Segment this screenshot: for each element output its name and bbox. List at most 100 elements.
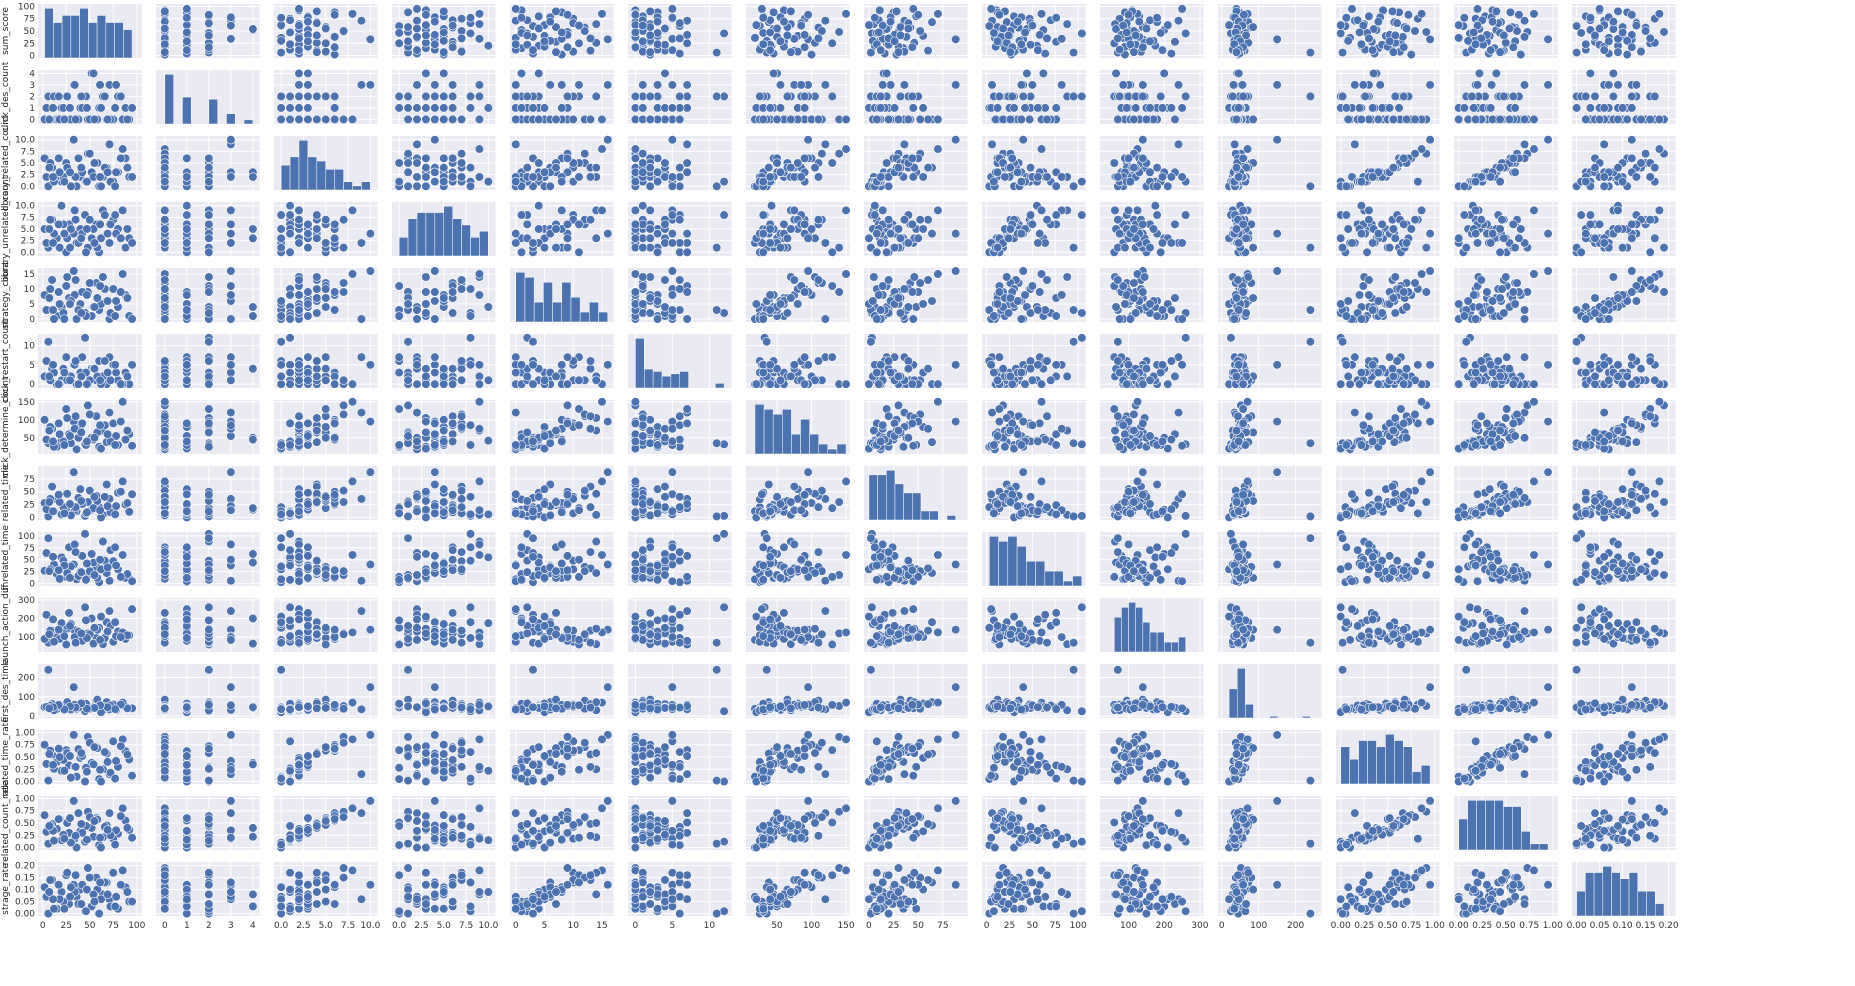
point-strategy_count-vs-related_time_rate-50 (1364, 275, 1374, 285)
hist-bar-click_des_count-0 (164, 74, 174, 125)
point-sum_score-vs-library_related_count-16 (321, 38, 331, 48)
point-click_des_count-vs-related_time_rate-52 (1356, 114, 1367, 125)
point-click_restart_count-vs-click_determine_count-53 (800, 379, 810, 389)
point-library_unrelated_count-vs-click_des_count-17 (182, 201, 192, 211)
point-click_des_count-vs-library_unrelated_count-6 (474, 91, 485, 102)
point-click_des_count-vs-related_time_rate-4 (1350, 80, 1360, 90)
point-sum_score-vs-library_related_count-44 (276, 13, 286, 23)
point-library_related_count-vs-related_time-4 (899, 139, 910, 149)
point-sum_score-vs-click_des_count-24 (226, 12, 236, 22)
point-sum_score-vs-strage_rate-53 (1627, 42, 1637, 52)
point-sum_score-vs-related_time_rate-53 (1399, 42, 1409, 52)
point-library_unrelated_count-vs-library_related_count-44 (276, 210, 286, 220)
point-library_unrelated_count-vs-related_count_rate-43 (1514, 233, 1524, 243)
point-library_related_count-vs-launch_action_diff-43 (1123, 153, 1134, 163)
point-strategy_count-vs-first_des_time-20 (1305, 305, 1316, 315)
point-strategy_count-vs-first_des_time-50 (1233, 275, 1243, 285)
point-sum_score-vs-click_determine_count-4 (820, 16, 830, 26)
point-click_des_count-vs-library_unrelated_count-7 (394, 103, 404, 113)
point-click_restart_count-vs-first_des_time-20 (1305, 337, 1316, 347)
point-click_des_count-vs-launch_action_diff-51 (1145, 103, 1155, 113)
point-strategy_count-vs-related_time-23 (933, 269, 943, 279)
point-library_related_count-vs-strategy_count-55 (551, 163, 561, 173)
point-click_restart_count-vs-strategy_count-14 (603, 360, 613, 370)
point-click_restart_count-vs-click_des_count-4 (226, 352, 236, 362)
point-click_des_count-vs-strage_rate-32 (1627, 103, 1637, 113)
hist-bar-sum_score-2 (61, 15, 72, 59)
point-library_unrelated_count-vs-click_restart_count-54 (667, 238, 677, 248)
point-strategy_count-vs-first_des_time-14 (1272, 266, 1282, 276)
point-click_restart_count-vs-click_des_count-26 (204, 356, 214, 366)
point-strategy_count-vs-unrelated_time-52 (1016, 314, 1026, 324)
point-click_restart_count-vs-click_des_count-29 (248, 364, 258, 374)
point-click_restart_count-vs-library_related_count-21 (330, 371, 340, 382)
hist-bar-library_unrelated_count-8 (470, 237, 480, 257)
point-click_restart_count-vs-related_time-50 (884, 356, 894, 366)
point-library_unrelated_count-vs-library_related_count-31 (285, 247, 295, 257)
point-strategy_count-vs-unrelated_time-11 (1077, 308, 1087, 318)
point-library_related_count-vs-strage_rate-54 (1599, 172, 1609, 182)
point-click_restart_count-vs-click_des_count-46 (226, 375, 236, 385)
point-click_des_count-vs-related_time-29 (882, 68, 892, 79)
point-click_des_count-vs-strage_rate-7 (1571, 103, 1582, 113)
point-click_des_count-vs-library_unrelated_count-48 (439, 103, 449, 113)
point-strategy_count-vs-library_related_count-28 (321, 293, 331, 303)
point-click_des_count-vs-library_unrelated_count-34 (474, 80, 485, 90)
point-click_des_count-vs-unrelated_time-44 (1051, 103, 1061, 113)
point-strategy_count-vs-click_determine_count-19 (789, 275, 799, 285)
point-click_restart_count-vs-sum_score-49 (76, 371, 86, 382)
point-library_related_count-vs-strategy_count-53 (562, 153, 573, 163)
point-library_unrelated_count-vs-related_time-30 (915, 215, 925, 225)
point-click_restart_count-vs-strategy_count-33 (528, 379, 538, 389)
point-strategy_count-vs-related_time-6 (869, 272, 879, 282)
point-library_unrelated_count-vs-library_related_count-35 (276, 224, 286, 234)
point-library_unrelated_count-vs-unrelated_time-20 (1068, 243, 1079, 253)
point-click_des_count-vs-strategy_count-36 (591, 91, 601, 102)
point-click_restart_count-vs-launch_action_diff-53 (1138, 379, 1148, 389)
point-click_des_count-vs-strage_rate-52 (1581, 114, 1591, 125)
point-click_restart_count-vs-click_determine_count-48 (765, 379, 775, 389)
point-sum_score-vs-strage_rate-51 (1604, 36, 1614, 46)
point-library_related_count-vs-strategy_count-54 (528, 172, 538, 182)
point-library_unrelated_count-vs-related_time_rate-30 (1410, 215, 1420, 225)
point-library_unrelated_count-vs-click_determine_count-31 (758, 247, 768, 257)
hist-bar-library_unrelated_count-5 (443, 206, 453, 257)
point-click_des_count-vs-related_count_rate-24 (1487, 80, 1497, 90)
point-strategy_count-vs-library_unrelated_count-14 (430, 266, 440, 276)
point-click_restart_count-vs-sum_score-53 (54, 379, 64, 389)
point-library_unrelated_count-vs-related_count_rate-50 (1476, 215, 1486, 225)
point-click_des_count-vs-launch_action_diff-53 (1138, 91, 1148, 102)
point-sum_score-vs-library_unrelated_count-31 (394, 28, 404, 38)
point-click_des_count-vs-library_related_count-54 (294, 103, 304, 113)
point-sum_score-vs-library_unrelated_count-22 (412, 4, 422, 14)
point-strategy_count-vs-related_time-50 (884, 275, 894, 285)
point-click_restart_count-vs-unrelated_time-44 (1051, 360, 1061, 370)
point-sum_score-vs-related_time_rate-55 (1388, 47, 1398, 57)
point-click_des_count-vs-library_related_count-47 (321, 114, 331, 125)
point-click_des_count-vs-strategy_count-9 (516, 68, 527, 79)
point-strategy_count-vs-library_related_count-40 (321, 284, 331, 294)
point-click_des_count-vs-related_count_rate-53 (1508, 91, 1518, 102)
point-strategy_count-vs-sum_score-16 (61, 281, 71, 291)
point-strategy_count-vs-strage_rate-13 (1604, 314, 1614, 324)
point-sum_score-vs-library_related_count-49 (312, 30, 322, 41)
point-click_des_count-vs-strategy_count-39 (511, 91, 521, 102)
point-library_related_count-vs-click_restart_count-32 (682, 167, 692, 177)
point-sum_score-vs-strategy_count-30 (580, 26, 590, 36)
point-sum_score-vs-click_des_count-51 (182, 36, 192, 46)
point-click_restart_count-vs-sum_score-43 (116, 379, 126, 389)
point-library_unrelated_count-vs-related_count_rate-44 (1459, 210, 1469, 220)
point-strategy_count-vs-strage_rate-15 (1590, 293, 1600, 303)
point-click_des_count-vs-related_time-22 (908, 103, 918, 113)
point-strategy_count-vs-related_count_rate-50 (1476, 275, 1486, 285)
point-strategy_count-vs-sum_score-55 (44, 293, 54, 303)
point-click_restart_count-vs-sum_score-25 (105, 375, 116, 385)
point-click_des_count-vs-launch_action_diff-46 (1118, 80, 1128, 90)
point-library_unrelated_count-vs-sum_score-45 (103, 229, 113, 239)
point-strategy_count-vs-related_count_rate-27 (1454, 299, 1464, 309)
point-sum_score-vs-unrelated_time-31 (989, 28, 999, 38)
point-library_unrelated_count-vs-click_des_count-50 (160, 215, 170, 225)
point-strategy_count-vs-click_determine_count-51 (775, 299, 786, 309)
point-sum_score-vs-related_time_rate-50 (1364, 33, 1374, 43)
point-click_des_count-vs-library_related_count-51 (303, 103, 313, 113)
